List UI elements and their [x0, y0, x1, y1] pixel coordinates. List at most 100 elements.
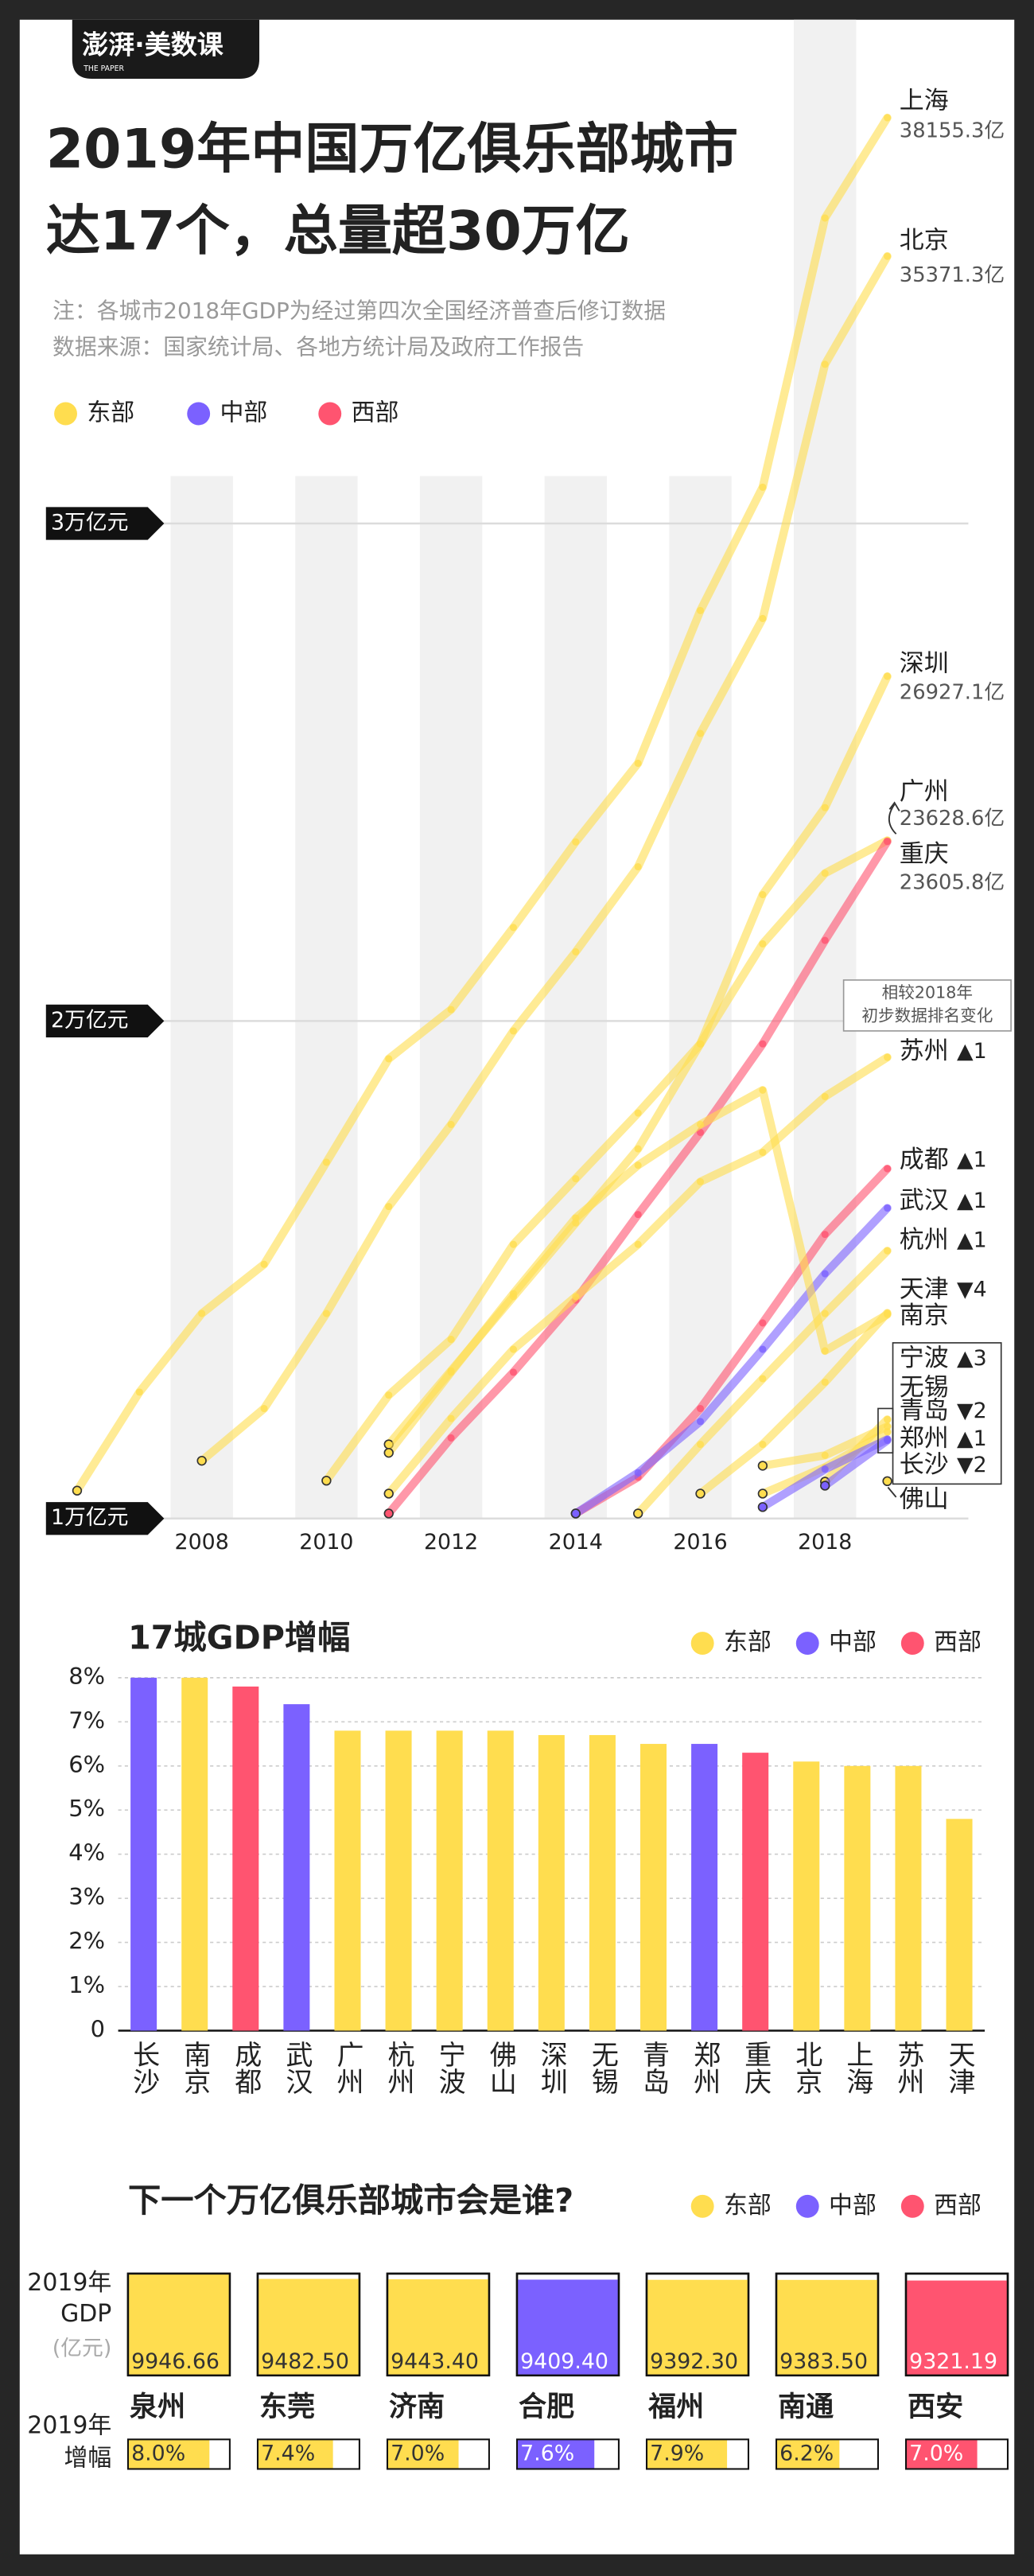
- value-label: 9383.50: [779, 2349, 868, 2374]
- value-label: 9946.66: [131, 2349, 220, 2374]
- bar: [283, 1704, 310, 2031]
- point: [821, 804, 829, 811]
- rank-change: ▲1: [957, 1147, 987, 1172]
- rank-change: ▼2: [957, 1399, 987, 1423]
- row-label: 2019年: [27, 2269, 111, 2297]
- x-tick-label: 2018: [798, 1530, 852, 1555]
- point: [572, 1175, 580, 1183]
- growth-label: 7.4%: [261, 2441, 315, 2465]
- tile-frame: [775, 2272, 880, 2377]
- bar: [793, 1761, 820, 2031]
- x-tick-label: 武汉: [281, 2041, 313, 2095]
- point: [634, 1469, 642, 1477]
- point: [572, 1214, 580, 1222]
- tile-fill: [647, 2279, 748, 2376]
- value-label: 38155.3亿: [900, 119, 1005, 143]
- tile-frame: [126, 2272, 231, 2377]
- city-label: 天津: [900, 1274, 949, 1303]
- bar: [385, 1730, 412, 2031]
- note: 注：各城市2018年GDP为经过第四次全国经济普查后修订数据: [52, 298, 666, 324]
- point: [821, 1270, 829, 1278]
- city-line: [197, 251, 892, 1465]
- legend-label: 东部: [87, 399, 134, 426]
- bar: [640, 1744, 667, 2031]
- legend-label: 西部: [934, 2192, 982, 2220]
- x-tick-label: 郑州: [689, 2041, 721, 2095]
- x-tick-label: 2008: [175, 1530, 229, 1555]
- growth-fill: [127, 2439, 210, 2469]
- point: [509, 1368, 517, 1376]
- point: [821, 936, 829, 944]
- point: [696, 1128, 705, 1136]
- value-label: 23628.6亿: [900, 807, 1005, 831]
- point: [696, 1120, 705, 1128]
- growth-fill: [257, 2439, 333, 2469]
- point: [385, 1203, 393, 1211]
- point: [759, 890, 767, 899]
- growth-fill: [387, 2439, 459, 2469]
- unit-label: (亿元): [52, 2336, 112, 2360]
- row-label: GDP: [60, 2300, 111, 2328]
- bar: [181, 1677, 208, 2031]
- point: [72, 1485, 83, 1496]
- tile-frame: [386, 2272, 491, 2377]
- annotation: 相较2018年: [882, 983, 973, 1002]
- x-tick-label: 青岛: [638, 2041, 670, 2095]
- x-tick-label: 长沙: [128, 2041, 160, 2095]
- point: [821, 214, 829, 222]
- bar: [742, 1753, 769, 2031]
- point: [884, 252, 892, 260]
- x-tick-label: 成都: [230, 2041, 262, 2095]
- arrow: [887, 1486, 897, 1498]
- point: [383, 1447, 394, 1458]
- point: [447, 1120, 455, 1128]
- y-tick-label: 4%: [68, 1839, 105, 1866]
- legend-swatch: [795, 2194, 819, 2218]
- rank-change: ▲3: [957, 1346, 987, 1371]
- value-label: 9482.50: [261, 2349, 349, 2374]
- y-tick-tag: [45, 507, 165, 540]
- point: [322, 1309, 330, 1317]
- x-tick-label: 广州: [332, 2041, 363, 2095]
- point: [696, 1418, 705, 1426]
- tile-fill: [517, 2279, 619, 2376]
- point: [632, 1508, 643, 1519]
- point: [821, 870, 829, 877]
- point: [321, 1475, 332, 1486]
- city-label: 济南: [389, 2391, 445, 2423]
- city-line: [821, 1436, 892, 1490]
- point: [260, 1260, 268, 1268]
- x-tick-label: 佛山: [484, 2041, 516, 2095]
- rank-change: ▼2: [957, 1453, 987, 1477]
- bar: [946, 1819, 973, 2031]
- point: [884, 1247, 892, 1255]
- growth-frame: [515, 2438, 620, 2470]
- point: [820, 1481, 830, 1491]
- year-band: [544, 476, 608, 1519]
- row-label: 增幅: [64, 2445, 111, 2473]
- city-label: 杭州: [900, 1225, 949, 1254]
- x-tick-label: 杭州: [383, 2041, 414, 2095]
- year-band: [170, 476, 233, 1519]
- point: [634, 862, 642, 871]
- growth-fill: [776, 2439, 840, 2469]
- point: [572, 948, 580, 955]
- point: [821, 1309, 829, 1317]
- x-tick-label: 苏州: [892, 2041, 924, 2095]
- point: [509, 1290, 517, 1298]
- point: [821, 1378, 829, 1386]
- value-label: 9392.30: [650, 2349, 738, 2374]
- growth-frame: [386, 2438, 490, 2470]
- point: [757, 1461, 768, 1471]
- x-tick-label: 重庆: [740, 2041, 772, 2095]
- point: [884, 1436, 892, 1445]
- city-label: 东莞: [259, 2391, 315, 2423]
- y-tick-tag: [45, 1502, 165, 1535]
- point: [634, 1240, 642, 1248]
- point: [884, 1053, 892, 1061]
- point: [821, 360, 829, 368]
- point: [696, 1040, 705, 1048]
- growth-frame: [256, 2438, 360, 2470]
- city-label: 佛山: [900, 1485, 949, 1514]
- city-label: 泉州: [130, 2391, 185, 2423]
